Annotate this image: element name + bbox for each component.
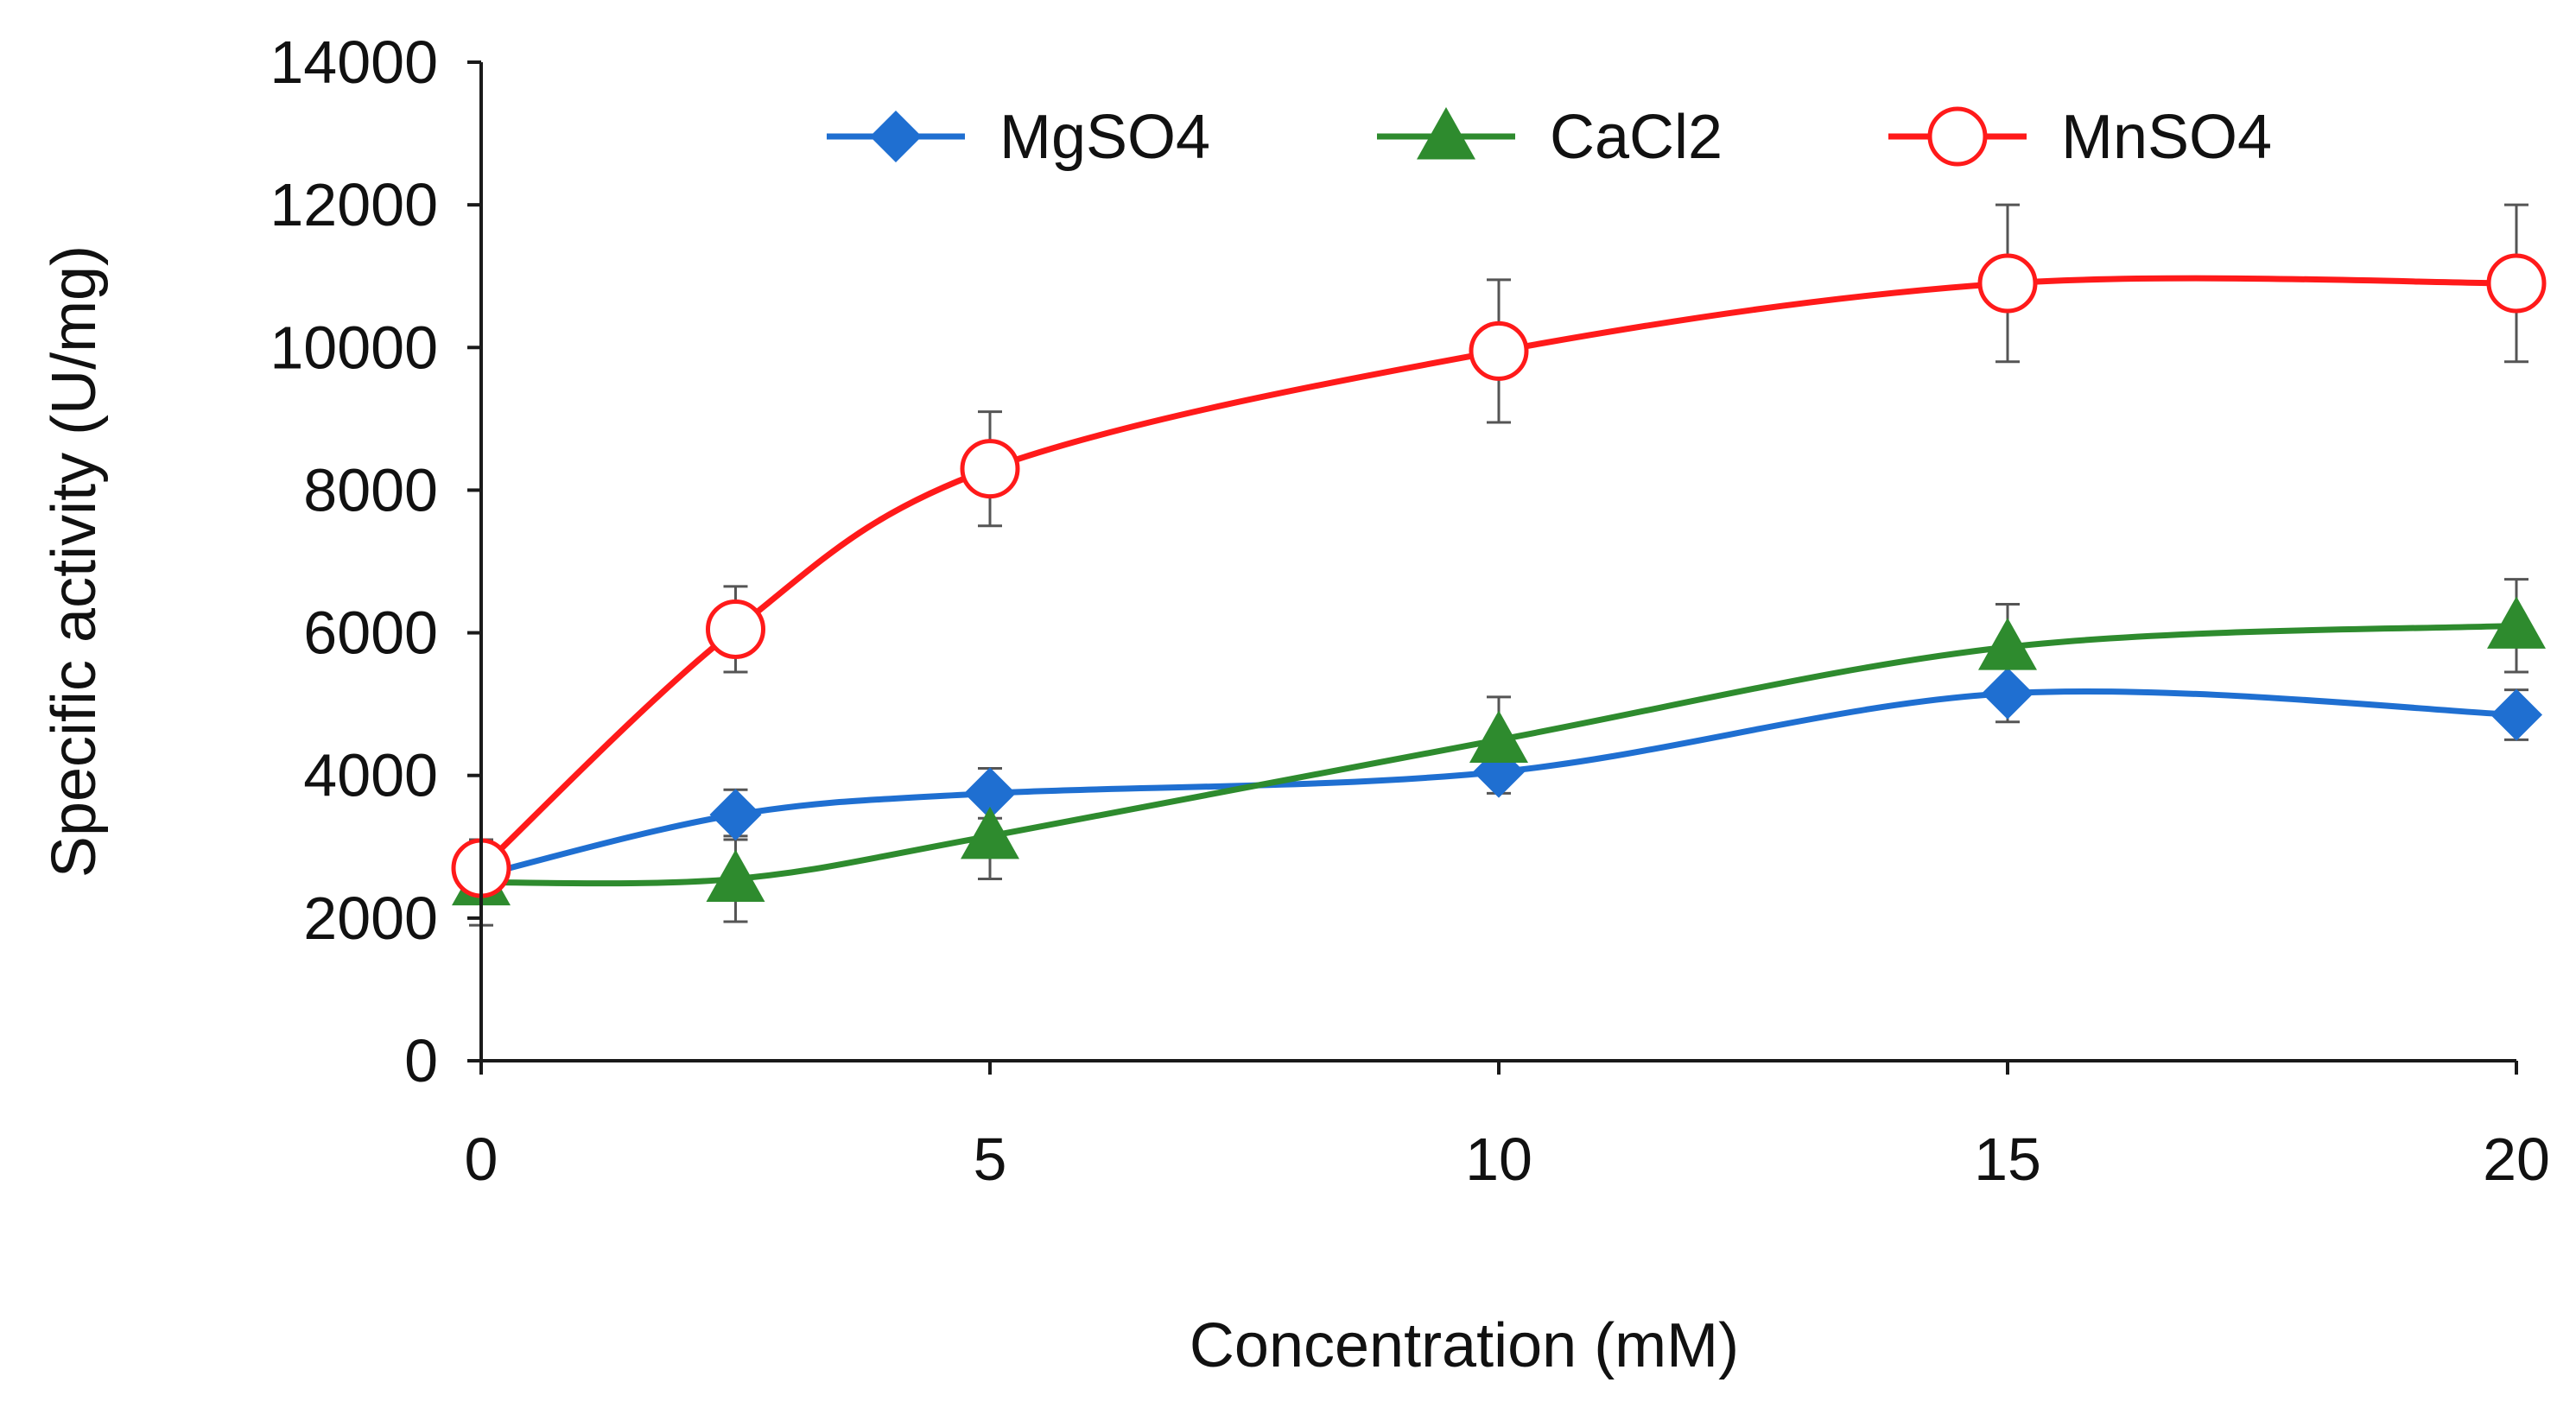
y-tick-label: 12000 <box>270 171 438 238</box>
series-markers <box>451 253 2547 906</box>
legend-label-mnso4: MnSO4 <box>2061 103 2272 172</box>
legend-marker-mgso4 <box>870 111 922 162</box>
data-point-mgso4 <box>709 789 762 841</box>
x-tick-label: 0 <box>465 1126 498 1193</box>
y-axis-title: Specific activity (U/mg) <box>40 245 109 878</box>
data-point-cacl2 <box>706 849 765 902</box>
data-point-mnso4 <box>960 439 1020 499</box>
data-point-mgso4 <box>964 767 1016 820</box>
legend: MgSO4 CaCl2 MnSO4 <box>827 103 2272 172</box>
x-tick-label: 15 <box>1974 1126 2041 1193</box>
x-tick-label: 10 <box>1465 1126 1532 1193</box>
data-point-mgso4 <box>2490 688 2542 741</box>
data-point-mgso4 <box>1982 667 2034 720</box>
axis-ticks: 0 2000 4000 6000 8000 10000 12000 14000 0 5 10 15 20 <box>270 29 2550 1193</box>
legend-marker-cacl2 <box>1417 107 1475 160</box>
y-tick-label: 10000 <box>270 314 438 381</box>
legend-label-mgso4: MgSO4 <box>999 103 1210 172</box>
legend-marker-mnso4 <box>1927 106 1988 167</box>
data-point-cacl2 <box>1469 710 1528 763</box>
data-point-mnso4 <box>1469 320 1529 381</box>
data-point-mnso4 <box>706 599 765 659</box>
y-tick-label: 4000 <box>303 742 438 809</box>
y-tick-label: 6000 <box>303 599 438 667</box>
legend-label-cacl2: CaCl2 <box>1550 103 1723 172</box>
data-point-mnso4 <box>1977 253 2038 314</box>
y-tick-label: 2000 <box>303 885 438 952</box>
data-point-cacl2 <box>961 806 1019 859</box>
x-tick-label: 20 <box>2483 1126 2550 1193</box>
x-axis-title: Concentration (mM) <box>1190 1311 1739 1380</box>
error-bars <box>469 203 2528 927</box>
axes <box>479 62 2516 1062</box>
data-point-cacl2 <box>1978 618 2037 670</box>
data-point-mnso4 <box>2486 253 2547 314</box>
y-tick-label: 14000 <box>270 29 438 96</box>
y-tick-label: 0 <box>404 1027 438 1094</box>
y-tick-label: 8000 <box>303 456 438 523</box>
x-tick-label: 5 <box>974 1126 1007 1193</box>
data-point-cacl2 <box>2487 596 2546 649</box>
